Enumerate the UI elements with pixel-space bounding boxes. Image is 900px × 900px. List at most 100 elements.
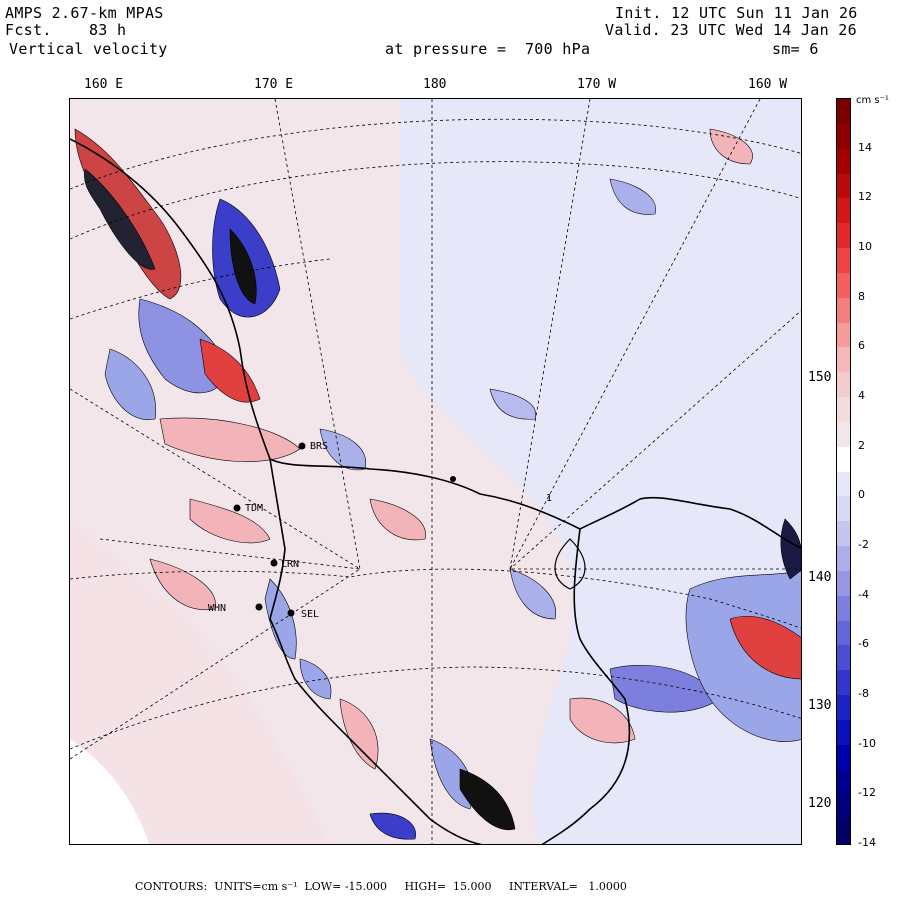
colorbar-segment: [837, 198, 850, 224]
colorbar-segment: [837, 744, 850, 770]
colorbar-segment: [837, 99, 850, 125]
colorbar-tick-label: 2: [858, 438, 865, 452]
coastline: [70, 138, 801, 549]
colorbar-tick-label: 8: [858, 289, 865, 303]
coastline: [269, 458, 483, 844]
station-label: 1: [546, 493, 552, 504]
lon-tick-label: 180: [423, 77, 447, 92]
meridian-line: [274, 99, 361, 570]
colorbar-segment: [837, 421, 850, 448]
colorbar-segment: [837, 819, 850, 845]
latitude-line: [70, 161, 801, 240]
negative-patch: [609, 178, 657, 215]
negative-patch: [104, 348, 157, 420]
lon-tick-label: 170 E: [254, 77, 294, 92]
negative-patch: [264, 578, 297, 660]
map-panel: TDM LRN WHN SEL BRS 1: [69, 98, 802, 845]
meridian-line: [70, 568, 361, 760]
colorbar-segment: [837, 645, 850, 671]
colorbar-segment: [837, 546, 850, 572]
colorbar-tick-label: -12: [858, 786, 876, 800]
colorbar-tick-label: 14: [858, 140, 872, 154]
colorbar-segment: [837, 223, 850, 249]
colorbar-tick-label: 4: [858, 389, 865, 402]
station-marker: [298, 442, 306, 450]
strong-negative-patch: [229, 228, 257, 305]
colorbar-tick-label: 6: [858, 339, 865, 353]
colorbar-segment: [837, 570, 850, 597]
colorbar-segment: [837, 297, 850, 323]
station-label: WHN: [208, 603, 226, 614]
latitude-line: [70, 666, 801, 750]
coastline: [554, 538, 586, 590]
colorbar-segment: [837, 769, 850, 795]
positive-patch: [369, 498, 426, 541]
positive-patch: [199, 338, 261, 403]
colorbar-segment: [837, 397, 850, 423]
velocity-patches: [74, 128, 801, 840]
coastline: [541, 528, 631, 844]
colorbar-segment: [837, 347, 850, 373]
station-marker: [255, 603, 263, 611]
negative-patch: [685, 569, 801, 742]
meridian-line: [509, 310, 801, 570]
map-svg: TDM LRN WHN SEL BRS 1: [70, 99, 801, 844]
colorbar-segment: [837, 521, 850, 547]
negative-patch: [369, 812, 417, 840]
meridian-line: [509, 99, 591, 570]
init-time: Init. 12 UTC Sun 11 Jan 26: [615, 4, 858, 22]
station-label: BRS: [310, 441, 328, 452]
forecast-hour: Fcst. 83 h: [5, 21, 127, 39]
meridian-line: [70, 388, 361, 570]
colorbar-segment: [837, 471, 850, 497]
lon-tick-label: 170 W: [577, 77, 617, 92]
colorbar-segment: [837, 794, 850, 820]
strong-negative-patch: [780, 518, 801, 580]
colorbar-segment: [837, 446, 850, 472]
station-marker: [270, 559, 278, 567]
colorbar-tick-label: -14: [858, 836, 876, 849]
pressure-level: at pressure = 700 hPa: [385, 40, 591, 58]
positive-patch: [569, 697, 636, 744]
colorbar-segment: [837, 123, 850, 150]
no-data-region: [70, 739, 150, 844]
valid-time: Valid. 23 UTC Wed 14 Jan 26: [605, 21, 857, 39]
stations: TDM LRN WHN SEL BRS 1: [208, 441, 552, 620]
positive-patch: [339, 698, 379, 770]
field-name: Vertical velocity: [9, 40, 168, 58]
colorbar-tick-label: 10: [858, 240, 872, 253]
negative-patch: [509, 568, 557, 620]
lon-tick-label: 160 E: [84, 77, 124, 92]
colorbar-segment: [837, 173, 850, 199]
latitude-line: [70, 568, 801, 629]
graticule: [70, 99, 801, 844]
station-marker: [233, 504, 241, 512]
contour-info: CONTOURS: UNITS=cm s⁻¹ LOW= -15.000 HIGH…: [135, 880, 627, 893]
colorbar-segment: [837, 719, 850, 746]
colorbar-segment: [837, 372, 850, 398]
latitude-line: [70, 118, 801, 190]
colorbar-segment: [837, 595, 850, 621]
meridian-line: [509, 99, 761, 570]
station-label: TDM: [245, 503, 263, 514]
colorbar: [836, 98, 851, 845]
colorbar-segment: [837, 670, 850, 696]
colorbar-tick-label: 12: [858, 190, 872, 204]
colorbar-segment: [837, 272, 850, 299]
colorbar-segment: [837, 620, 850, 646]
colorbar-segment: [837, 496, 850, 522]
colorbar-segment: [837, 322, 850, 348]
positive-patch: [189, 498, 271, 544]
colorbar-segment: [837, 248, 850, 274]
negative-patch: [489, 388, 537, 420]
station-label: SEL: [301, 609, 319, 620]
colorbar-segment: [837, 148, 850, 174]
ice-shelf-region: [70, 519, 330, 844]
model-title: AMPS 2.67-km MPAS: [5, 4, 164, 22]
station-label: LRN: [281, 559, 299, 570]
positive-patch: [159, 417, 301, 462]
meridian-line: [99, 538, 361, 570]
positive-patch: [149, 558, 216, 611]
colorbar-tick-label: -2: [858, 538, 869, 551]
colorbar-unit: cm s⁻¹: [856, 95, 889, 106]
